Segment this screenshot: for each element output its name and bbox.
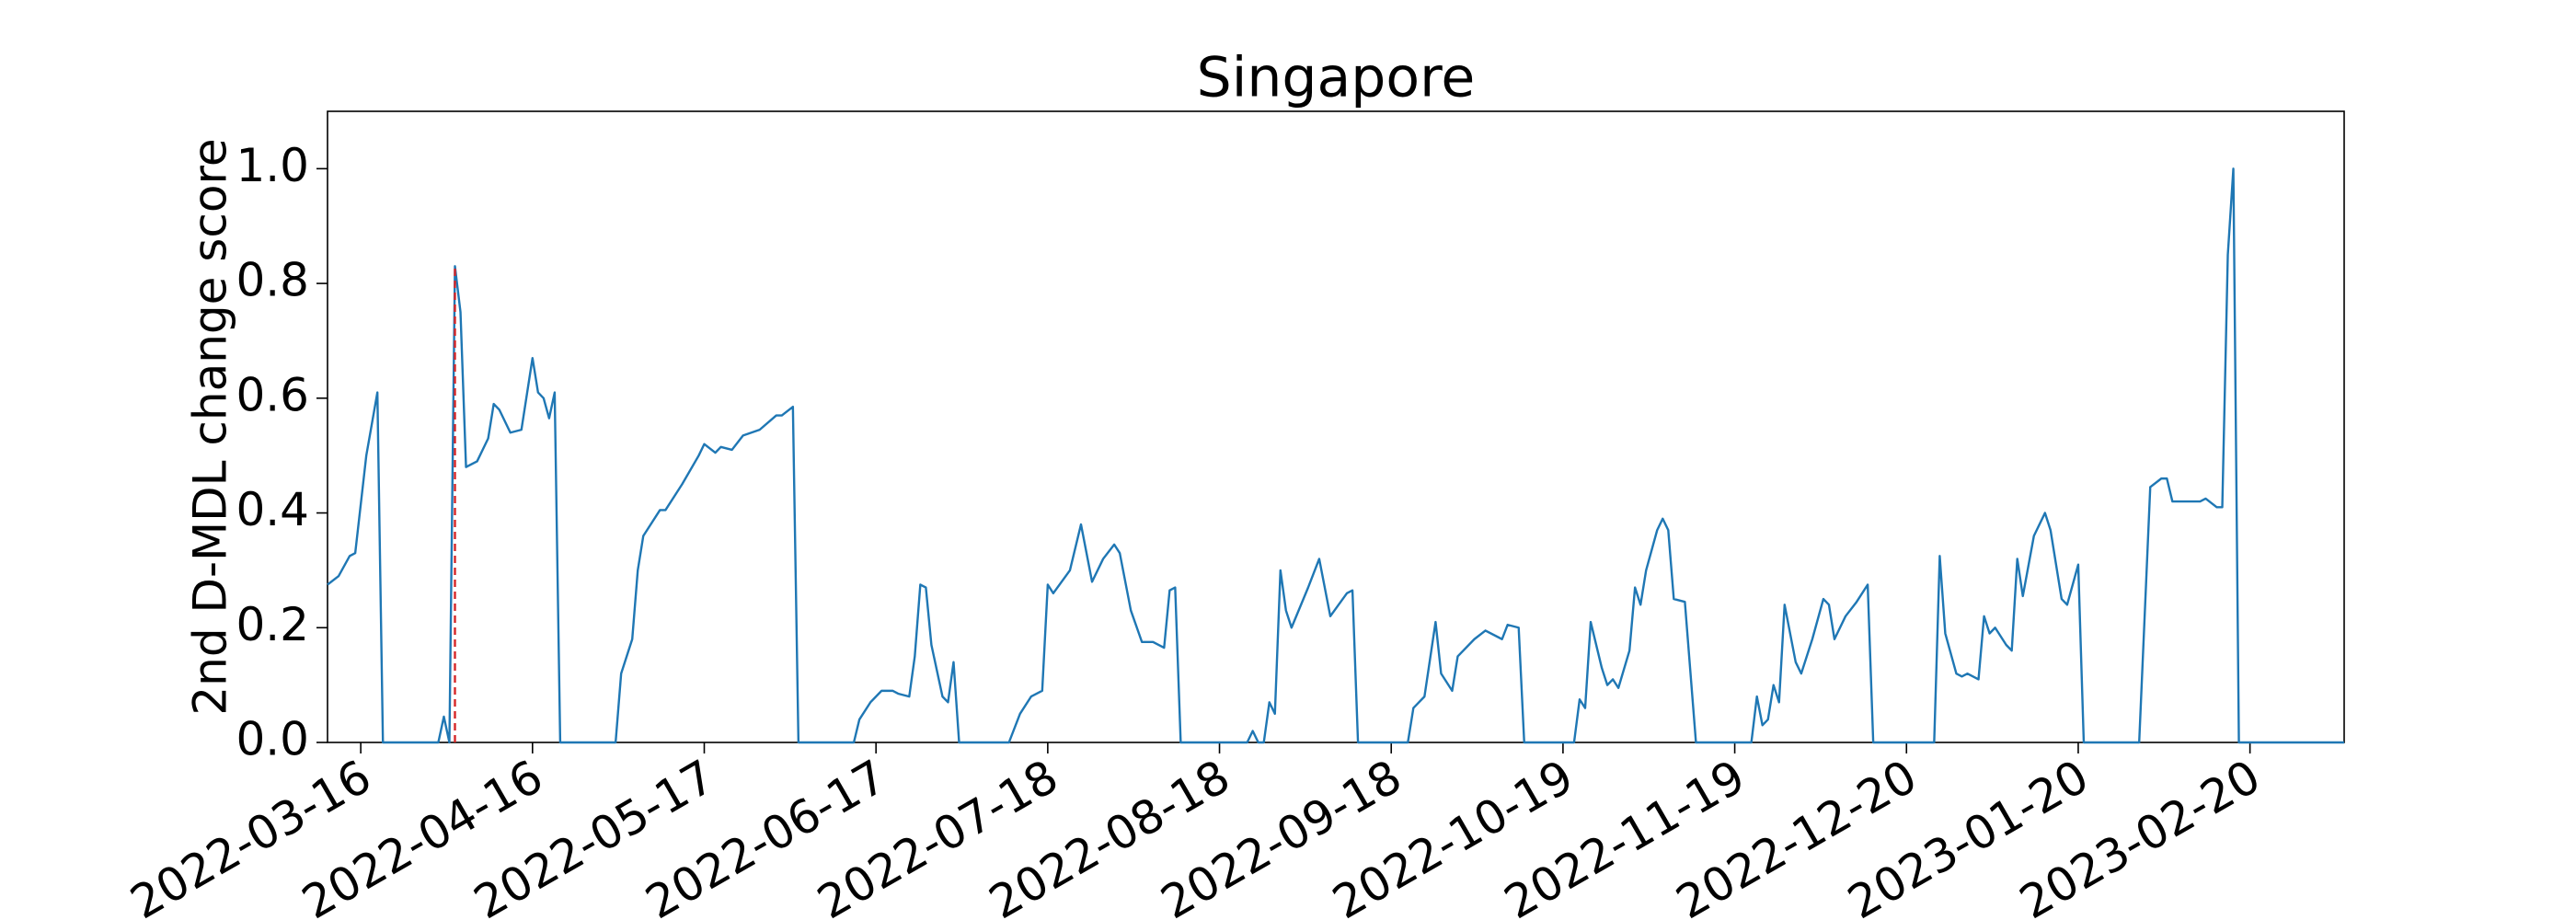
y-axis-label: 2nd D-MDL change score: [184, 138, 237, 715]
y-tick-label: 0.6: [236, 368, 309, 421]
plot-frame: [327, 110, 2345, 743]
chart-title: Singapore: [1197, 46, 1476, 110]
y-tick-label: 0.2: [236, 598, 309, 651]
y-tick-label: 0.8: [236, 254, 309, 307]
y-tick-label: 1.0: [236, 139, 309, 192]
y-tick-label: 0.4: [236, 483, 309, 536]
y-tick-label: 0.0: [236, 713, 309, 766]
data-line: [327, 167, 2344, 744]
